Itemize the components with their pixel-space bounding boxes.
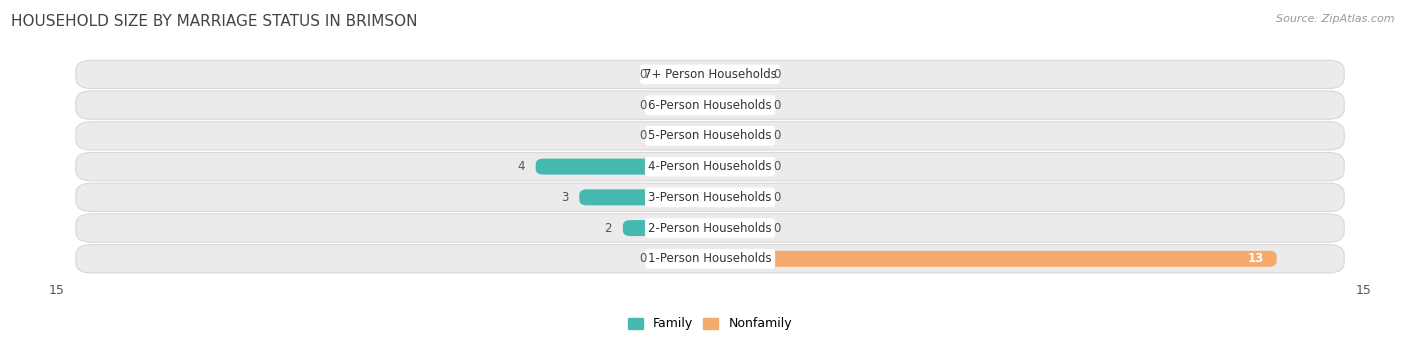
Text: 2-Person Households: 2-Person Households xyxy=(648,222,772,235)
Text: HOUSEHOLD SIZE BY MARRIAGE STATUS IN BRIMSON: HOUSEHOLD SIZE BY MARRIAGE STATUS IN BRI… xyxy=(11,14,418,29)
Text: 6-Person Households: 6-Person Households xyxy=(648,99,772,112)
Text: Source: ZipAtlas.com: Source: ZipAtlas.com xyxy=(1277,14,1395,23)
FancyBboxPatch shape xyxy=(710,66,762,82)
Text: 4: 4 xyxy=(517,160,524,173)
Text: 3-Person Households: 3-Person Households xyxy=(648,191,772,204)
FancyBboxPatch shape xyxy=(623,220,710,236)
Text: 0: 0 xyxy=(773,222,780,235)
Text: 1-Person Households: 1-Person Households xyxy=(648,252,772,265)
FancyBboxPatch shape xyxy=(710,158,762,175)
FancyBboxPatch shape xyxy=(579,189,710,205)
FancyBboxPatch shape xyxy=(658,251,710,267)
FancyBboxPatch shape xyxy=(710,220,762,236)
FancyBboxPatch shape xyxy=(710,128,762,144)
Text: 5-Person Households: 5-Person Households xyxy=(648,129,772,142)
FancyBboxPatch shape xyxy=(76,122,1344,150)
FancyBboxPatch shape xyxy=(710,189,762,205)
FancyBboxPatch shape xyxy=(76,183,1344,211)
FancyBboxPatch shape xyxy=(76,152,1344,181)
FancyBboxPatch shape xyxy=(710,251,1277,267)
FancyBboxPatch shape xyxy=(76,214,1344,242)
Text: 0: 0 xyxy=(773,129,780,142)
FancyBboxPatch shape xyxy=(536,158,710,175)
Text: 3: 3 xyxy=(561,191,568,204)
Text: 0: 0 xyxy=(773,99,780,112)
Text: 7+ Person Households: 7+ Person Households xyxy=(644,68,776,81)
FancyBboxPatch shape xyxy=(76,60,1344,88)
Text: 0: 0 xyxy=(773,191,780,204)
Text: 0: 0 xyxy=(640,68,647,81)
Text: 0: 0 xyxy=(640,252,647,265)
Text: 2: 2 xyxy=(605,222,612,235)
Text: 0: 0 xyxy=(773,68,780,81)
FancyBboxPatch shape xyxy=(76,91,1344,119)
Text: 0: 0 xyxy=(773,160,780,173)
Text: 0: 0 xyxy=(640,129,647,142)
FancyBboxPatch shape xyxy=(658,128,710,144)
FancyBboxPatch shape xyxy=(658,66,710,82)
Legend: Family, Nonfamily: Family, Nonfamily xyxy=(623,312,797,335)
FancyBboxPatch shape xyxy=(76,245,1344,273)
Text: 4-Person Households: 4-Person Households xyxy=(648,160,772,173)
FancyBboxPatch shape xyxy=(710,97,762,113)
Text: 13: 13 xyxy=(1247,252,1264,265)
Text: 0: 0 xyxy=(640,99,647,112)
FancyBboxPatch shape xyxy=(658,97,710,113)
